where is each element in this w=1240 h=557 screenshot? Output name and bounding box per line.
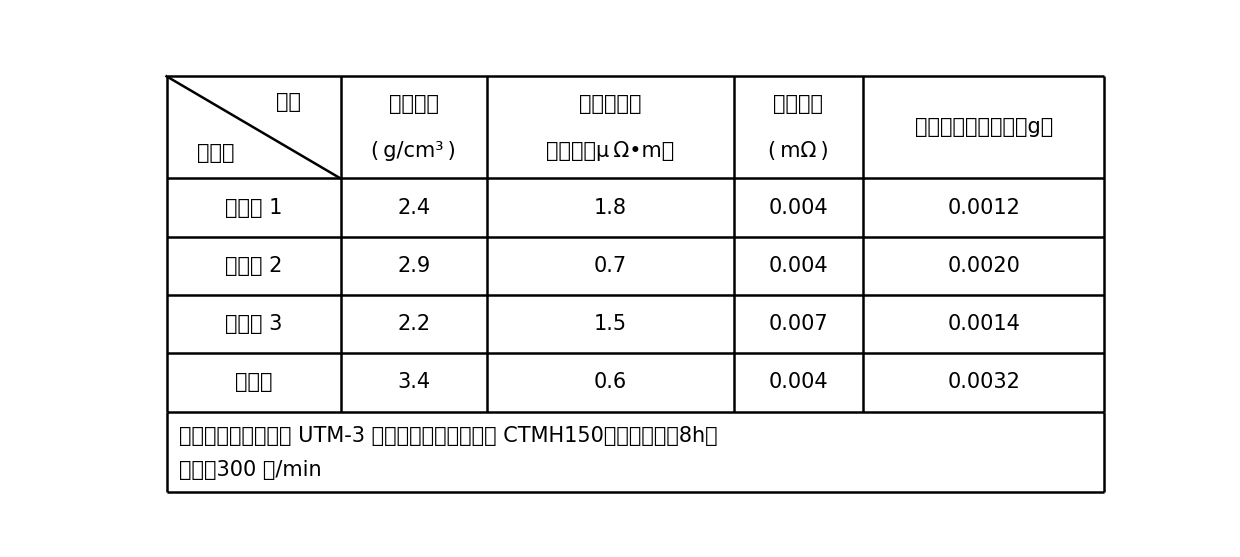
- Text: 实施例 3: 实施例 3: [224, 314, 283, 334]
- Text: 2.2: 2.2: [397, 314, 430, 334]
- Text: 0.0014: 0.0014: [947, 314, 1021, 334]
- Text: 0.0032: 0.0032: [947, 373, 1021, 393]
- Text: 实施例 2: 实施例 2: [224, 256, 283, 276]
- Text: 0.0020: 0.0020: [947, 256, 1021, 276]
- Text: 0.6: 0.6: [594, 373, 627, 393]
- Text: 速率：300 次/min: 速率：300 次/min: [179, 460, 321, 480]
- Text: 1.8: 1.8: [594, 198, 626, 218]
- Text: 2.4: 2.4: [397, 198, 430, 218]
- Text: ( g/cm³ ): ( g/cm³ ): [371, 141, 456, 161]
- Text: 最终密度: 最终密度: [388, 94, 439, 114]
- Text: 电阵率（μ Ω•m）: 电阵率（μ Ω•m）: [546, 141, 675, 161]
- Text: 0.004: 0.004: [769, 256, 828, 276]
- Text: 0.004: 0.004: [769, 198, 828, 218]
- Text: 0.0012: 0.0012: [947, 198, 1021, 218]
- Text: 0.007: 0.007: [769, 314, 828, 334]
- Text: 0.7: 0.7: [594, 256, 626, 276]
- Text: 实施例: 实施例: [196, 143, 234, 163]
- Text: 摩擦层碳条: 摩擦层碳条: [579, 94, 641, 114]
- Text: ( mΩ ): ( mΩ ): [768, 141, 828, 161]
- Text: 对比例: 对比例: [234, 373, 273, 393]
- Text: 2.9: 2.9: [397, 256, 430, 276]
- Text: 粘结电阵: 粘结电阵: [774, 94, 823, 114]
- Text: 对接触线质量磨损（g）: 对接触线质量磨损（g）: [915, 118, 1053, 138]
- Text: 备注：摩擦试验采用 UTM-3 试验机，接触线材质为 CTMH150，磨耗时间：8h，: 备注：摩擦试验采用 UTM-3 试验机，接触线材质为 CTMH150，磨耗时间：…: [179, 426, 718, 446]
- Text: 性能: 性能: [277, 92, 301, 112]
- Text: 1.5: 1.5: [594, 314, 626, 334]
- Text: 3.4: 3.4: [397, 373, 430, 393]
- Text: 0.004: 0.004: [769, 373, 828, 393]
- Text: 实施例 1: 实施例 1: [224, 198, 283, 218]
